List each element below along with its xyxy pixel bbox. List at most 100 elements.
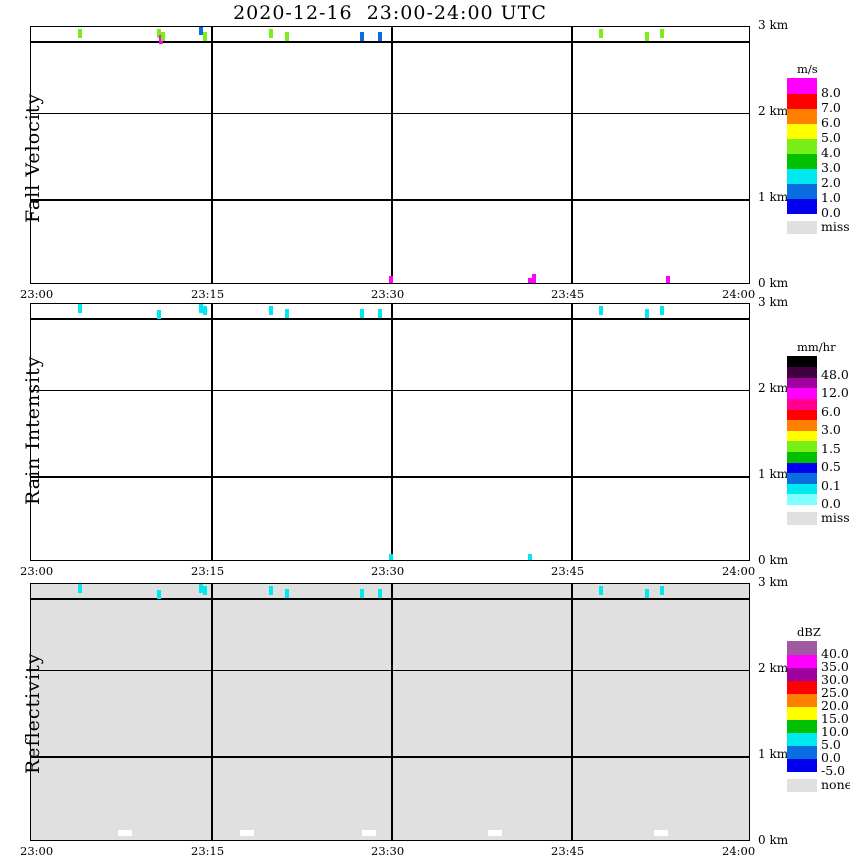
colorbar-swatch <box>787 680 817 694</box>
colorbar-swatch <box>787 398 817 410</box>
data-cell <box>157 29 162 39</box>
y-axis-title-reflectivity: Reflectivity <box>22 652 44 775</box>
data-cell <box>360 31 365 41</box>
gridline-vertical <box>211 27 213 283</box>
gridline-horizontal <box>31 476 749 478</box>
y-axis-tick-label: 0 km <box>758 553 789 567</box>
data-cell <box>284 31 289 41</box>
x-axis-tick-label: 24:00 <box>722 844 756 858</box>
data-cell <box>599 306 604 316</box>
colorbar-swatch <box>787 123 817 139</box>
x-axis-tick-label: 23:30 <box>371 287 405 301</box>
gridline-vertical <box>571 584 573 840</box>
colorbar-swatch <box>787 183 817 199</box>
colorbar-tick-label: 20.0 <box>821 698 849 713</box>
colorbar-missing-swatch <box>787 512 817 526</box>
gridline-horizontal <box>31 389 749 392</box>
y-axis-tick-label: 1 km <box>758 747 789 761</box>
y-axis-tick-label: 3 km <box>758 575 789 589</box>
colorbar-missing-label: none <box>821 777 850 792</box>
colorbar-swatch <box>787 153 817 169</box>
y-axis-tick-label: 2 km <box>758 103 789 118</box>
data-cell <box>645 308 650 318</box>
colorbar-tick-label: -5.0 <box>821 763 846 778</box>
data-cell <box>645 588 650 598</box>
colorbar-unit-fall-velocity: m/s <box>797 62 818 76</box>
y-axis-tick-label: 3 km <box>758 295 789 309</box>
colorbar-tick-label: 15.0 <box>821 711 849 726</box>
data-cell <box>362 830 377 836</box>
data-cell <box>659 306 664 316</box>
colorbar-swatch <box>787 168 817 184</box>
plot-area-reflectivity <box>31 584 749 840</box>
data-cell <box>198 304 203 314</box>
data-cell <box>240 830 254 836</box>
data-cell <box>360 588 365 598</box>
colorbar-swatch <box>787 377 817 389</box>
data-cell <box>157 590 162 600</box>
gridline-horizontal <box>31 598 749 600</box>
data-cell <box>659 29 664 39</box>
data-cell <box>654 830 668 836</box>
data-cell <box>158 35 163 45</box>
y-axis-tick-label: 2 km <box>758 660 789 675</box>
data-cell <box>360 308 365 318</box>
colorbar-swatch <box>787 483 817 495</box>
data-cell <box>527 277 532 283</box>
colorbar-tick-label: 0.0 <box>821 750 841 765</box>
data-cell <box>198 584 203 594</box>
colorbar-tick-label: 12.0 <box>821 385 849 401</box>
data-cell <box>77 584 82 594</box>
colorbar-swatch <box>787 108 817 124</box>
colorbar-tick-label: 1.0 <box>821 190 841 205</box>
colorbar-tick-label: 5.0 <box>821 130 841 145</box>
gridline-vertical <box>391 304 393 560</box>
colorbar-swatch <box>787 654 817 668</box>
data-cell <box>269 586 274 596</box>
x-axis-tick-label: 24:00 <box>722 287 756 301</box>
colorbar-missing-swatch <box>787 779 817 792</box>
colorbar-swatch <box>787 419 817 431</box>
colorbar-swatch <box>787 430 817 442</box>
colorbar-swatch <box>787 732 817 746</box>
data-cell <box>599 586 604 596</box>
x-axis-tick-label: 23:00 <box>20 287 54 301</box>
y-axis-title-rain-intensity: Rain Intensity <box>22 355 44 505</box>
data-cell <box>202 31 207 41</box>
data-cell <box>378 31 383 41</box>
x-axis-tick-label: 24:00 <box>722 564 756 578</box>
data-cell <box>157 310 162 320</box>
y-axis-tick-label: 2 km <box>758 380 789 395</box>
x-axis-tick-label: 23:15 <box>191 564 225 578</box>
data-cell <box>645 31 650 41</box>
colorbar-tick-label: 3.0 <box>821 160 841 175</box>
colorbar-missing-label: miss <box>821 219 850 234</box>
gridline-horizontal <box>31 669 749 672</box>
x-axis-tick-label: 23:30 <box>371 564 405 578</box>
colorbar-swatch <box>787 472 817 484</box>
colorbar-swatch <box>787 440 817 452</box>
colorbar-swatch <box>787 667 817 681</box>
colorbar-unit-rain-intensity: mm/hr <box>797 340 836 354</box>
colorbar-swatch <box>787 451 817 463</box>
colorbar-tick-label: 30.0 <box>821 672 849 687</box>
x-axis-tick-label: 23:45 <box>551 844 585 858</box>
data-cell <box>527 553 532 560</box>
data-cell <box>531 274 536 283</box>
x-axis-tick-label: 23:30 <box>371 844 405 858</box>
data-cell <box>269 306 274 316</box>
data-cell <box>198 27 203 35</box>
gridline-vertical <box>391 584 393 840</box>
x-axis-tick-label: 23:00 <box>20 564 54 578</box>
data-cell <box>378 308 383 318</box>
plot-area-fall-velocity <box>31 27 749 283</box>
colorbar-swatch <box>787 758 817 772</box>
colorbar-missing-label: miss <box>821 510 850 526</box>
colorbar-tick-label: 10.0 <box>821 724 849 739</box>
colorbar-swatch <box>787 78 817 94</box>
panel-reflectivity <box>30 583 750 841</box>
colorbar-tick-label: 0.5 <box>821 459 841 475</box>
gridline-vertical <box>571 27 573 283</box>
data-cell <box>284 308 289 318</box>
colorbar-tick-label: 3.0 <box>821 422 841 438</box>
